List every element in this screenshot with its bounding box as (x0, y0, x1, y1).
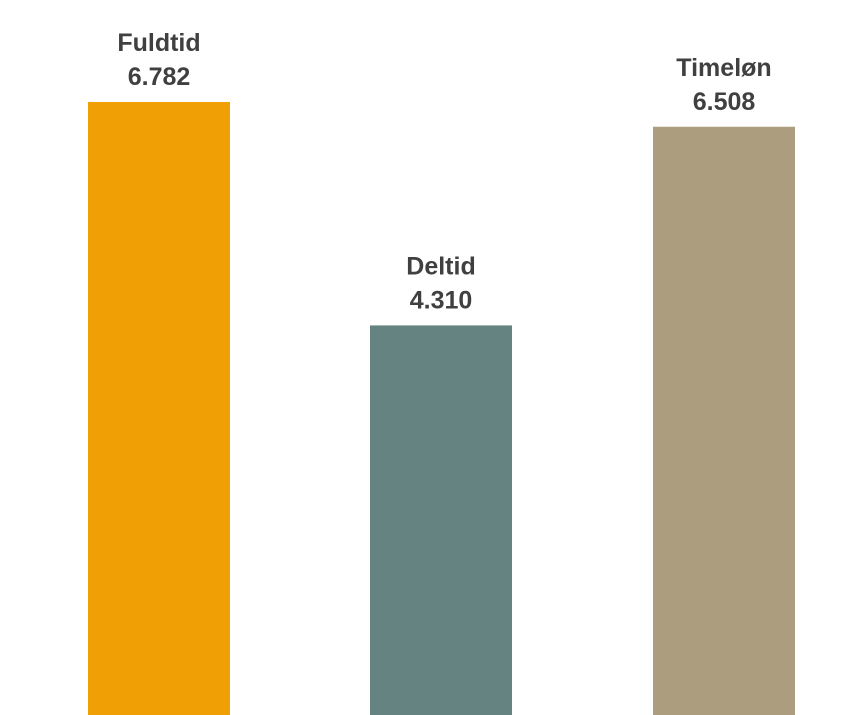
bar-fuldtid (88, 101, 230, 715)
value-label: 4.310 (410, 286, 473, 314)
category-label: Timeløn (676, 54, 771, 82)
labels-group: Fuldtid 6.782 Deltid 4.310 Timeløn 6.508 (117, 29, 771, 314)
bars-group (88, 101, 795, 715)
category-label: Deltid (406, 252, 475, 280)
value-label: 6.508 (693, 88, 756, 116)
bar-timeløn (653, 126, 795, 715)
value-label: 6.782 (128, 63, 191, 91)
bar-deltid (370, 325, 512, 715)
category-label: Fuldtid (117, 29, 200, 57)
